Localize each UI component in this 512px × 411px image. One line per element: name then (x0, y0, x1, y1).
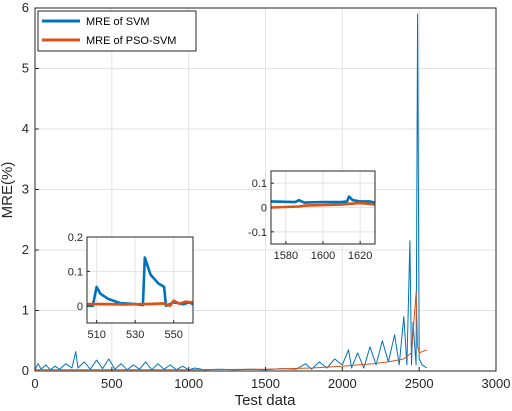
x-tick-label: 2000 (328, 376, 357, 391)
inset-background (87, 237, 193, 323)
inset-x-tick-label: 1580 (274, 250, 298, 262)
inset-x-tick-label: 530 (126, 329, 144, 341)
inset-frame (270, 170, 376, 245)
inset-y-tick-label: 0 (261, 203, 267, 215)
inset-frame (86, 236, 194, 324)
legend-label-pso-svm: MRE of PSO-SVM (86, 35, 176, 47)
main-series (34, 13, 428, 371)
y-axis-label: MRE(%) (0, 162, 16, 219)
inset-x-tick-label: 510 (87, 329, 105, 341)
inset-x-tick-label: 550 (165, 329, 183, 341)
y-tick-label: 3 (22, 182, 29, 197)
y-tick-label: 1 (22, 303, 29, 318)
legend: MRE of SVM MRE of PSO-SVM (37, 10, 197, 52)
y-tick-label: 2 (22, 242, 29, 257)
inset-y-tick-label: 0.1 (68, 266, 83, 278)
y-tick-label: 4 (22, 121, 29, 136)
inset-y-tick-label: 0.1 (252, 178, 267, 190)
legend-box (37, 10, 197, 52)
y-tick-label: 5 (22, 61, 29, 76)
x-tick-label: 3000 (482, 376, 511, 391)
inset-y-tick-label: 0 (77, 301, 83, 313)
y-tick-label: 6 (22, 0, 29, 15)
x-axis-label: Test data (235, 392, 297, 409)
x-tick-label: 1500 (251, 376, 280, 391)
inset-series-line-pso-svm (87, 299, 194, 308)
inset-y-tick-label: -0.1 (248, 227, 267, 239)
y-tick-label: 0 (22, 363, 29, 378)
inset-series-line-svm (270, 195, 376, 204)
inset-y-tick-label: 0.2 (68, 232, 83, 244)
x-tick-label: 1000 (174, 376, 203, 391)
legend-label-svm: MRE of SVM (86, 16, 150, 28)
inset-x-tick-label: 1620 (348, 250, 372, 262)
inset-chart-1: 510 530 550 0 0.1 0.2 (68, 232, 194, 341)
x-tick-label: 500 (101, 376, 123, 391)
inset-x-tick-label: 1600 (311, 250, 335, 262)
x-tick-label: 0 (31, 376, 38, 391)
series-line-pso-svm (35, 291, 427, 371)
main-ticks: 0 500 1000 1500 2000 2500 3000 0 1 2 3 4 5 6 (22, 0, 511, 391)
inset-series-line-pso-svm (270, 201, 376, 209)
x-tick-label: 2500 (405, 376, 434, 391)
inset-chart-2: 1580 1600 1620 -0.1 0 0.1 (248, 170, 376, 262)
